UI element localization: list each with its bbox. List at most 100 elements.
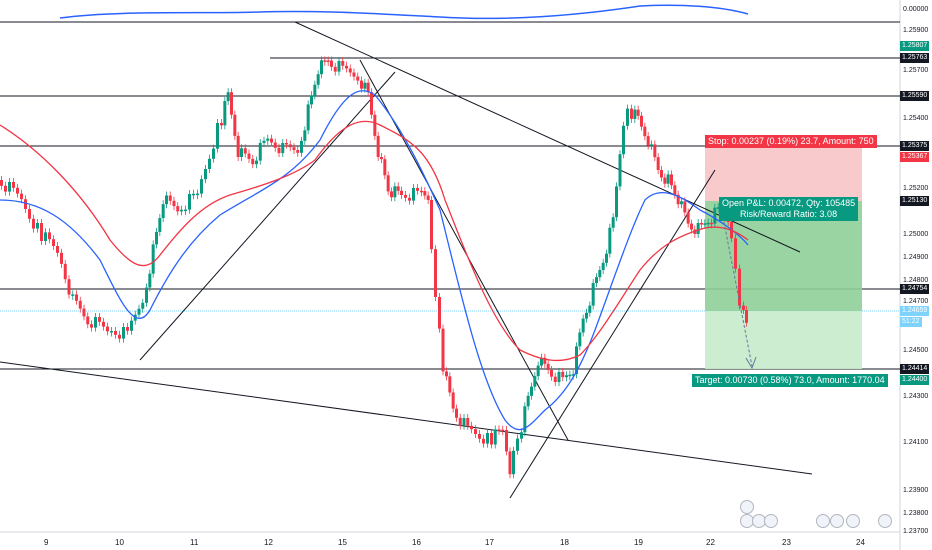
- candle-body: [615, 186, 618, 218]
- candle-body: [565, 375, 568, 378]
- candle-body: [363, 82, 367, 89]
- candle-body: [341, 61, 345, 66]
- candle-body: [20, 193, 23, 200]
- price-tag[interactable]: 1.24754: [900, 284, 930, 294]
- candle-body: [273, 142, 277, 148]
- stop-zone[interactable]: [705, 146, 862, 201]
- price-tag[interactable]: 1.24414: [900, 364, 930, 374]
- candle-body: [292, 147, 296, 150]
- candle-body: [448, 376, 452, 393]
- candle-body: [680, 201, 683, 205]
- price-axis-label: 1.24800: [903, 277, 929, 284]
- candle-body: [640, 115, 643, 127]
- current-price-tag[interactable]: 1.24659: [900, 306, 930, 316]
- candle-body: [466, 418, 470, 426]
- candle-body: [0, 180, 3, 186]
- target-zone[interactable]: [705, 311, 862, 369]
- candle-body: [598, 270, 602, 278]
- candle-body: [575, 346, 578, 375]
- candle-body: [636, 109, 640, 116]
- price-tag[interactable]: 1.25375: [900, 141, 930, 151]
- candle-body: [540, 357, 543, 366]
- candle-body: [78, 300, 82, 309]
- projection-arrow[interactable]: [721, 211, 753, 367]
- event-flag-icon[interactable]: [740, 500, 754, 514]
- time-axis-label: 19: [634, 538, 643, 547]
- price-axis-label: 1.25000: [903, 231, 929, 238]
- candle-body: [36, 223, 39, 229]
- price-tag[interactable]: 1.25763: [900, 53, 930, 63]
- candle-body: [196, 193, 199, 196]
- candle-body: [578, 332, 582, 347]
- event-flag-icon[interactable]: [878, 514, 892, 528]
- candle-body: [585, 312, 588, 319]
- candle-body: [200, 179, 203, 194]
- candle-body: [618, 154, 622, 187]
- candle-body: [8, 182, 11, 192]
- candle-body: [345, 65, 348, 69]
- candle-body: [622, 125, 625, 155]
- candle-body: [277, 147, 281, 154]
- candle-body: [673, 185, 677, 195]
- price-tag[interactable]: 1.25367: [900, 152, 930, 162]
- candle-body: [330, 60, 333, 67]
- candle-body: [360, 80, 363, 89]
- stop-label[interactable]: Stop: 0.00237 (0.19%) 23.7, Amount: 750: [705, 135, 877, 148]
- trend-line-support-2[interactable]: [509, 169, 716, 499]
- pnl-label[interactable]: Open P&L: 0.00472, Qty: 105485 Risk/Rewa…: [719, 197, 859, 221]
- event-flag-icon[interactable]: [830, 514, 844, 528]
- candle-body: [281, 143, 285, 154]
- price-tag[interactable]: 1.25807: [900, 41, 930, 51]
- trend-line-lower[interactable]: [0, 361, 813, 475]
- candle-body: [581, 318, 585, 333]
- candle-body: [683, 201, 687, 213]
- candle-body: [505, 430, 508, 452]
- candle-body: [208, 158, 211, 169]
- event-flag-icon[interactable]: [764, 514, 778, 528]
- candle-body: [337, 61, 341, 72]
- candle-body: [716, 207, 720, 209]
- candle-body: [383, 159, 387, 176]
- candle-body: [323, 60, 327, 62]
- price-axis-label: 1.23800: [903, 510, 929, 517]
- candle-body: [285, 143, 288, 145]
- candle-body: [486, 433, 489, 444]
- price-tag[interactable]: 1.25130: [900, 196, 930, 206]
- candle-body: [420, 190, 423, 193]
- candle-body: [258, 143, 262, 161]
- countdown-tag: 51:22: [900, 317, 922, 327]
- candle-body: [356, 76, 360, 81]
- candle-body: [32, 218, 35, 229]
- price-axis-label: 1.24500: [903, 347, 929, 354]
- candle-body: [380, 157, 383, 160]
- price-tag[interactable]: 1.25590: [900, 91, 930, 101]
- price-tag[interactable]: 1.24400: [900, 375, 930, 385]
- candle-body: [352, 72, 356, 77]
- candle-body: [192, 193, 195, 196]
- event-flag-icon[interactable]: [846, 514, 860, 528]
- candle-body: [630, 108, 633, 119]
- candle-body: [145, 287, 148, 303]
- candle-body: [172, 200, 176, 207]
- candle-body: [451, 392, 455, 409]
- time-axis-label: 18: [560, 538, 569, 547]
- target-label[interactable]: Target: 0.00730 (0.58%) 73.0, Amount: 17…: [692, 374, 888, 387]
- candle-body: [696, 223, 700, 234]
- time-axis-label: 16: [412, 538, 421, 547]
- candle-body: [710, 222, 713, 225]
- trend-line-support-1[interactable]: [139, 71, 396, 361]
- event-flag-icon[interactable]: [816, 514, 830, 528]
- candle-body: [557, 371, 561, 382]
- time-axis-label: 23: [782, 538, 791, 547]
- candle-body: [333, 66, 337, 72]
- candle-body: [240, 148, 243, 157]
- candle-body: [426, 195, 430, 200]
- oscillator-value: 0.00000: [903, 6, 929, 13]
- candle-body: [526, 395, 530, 407]
- moving-average-fast: [0, 90, 749, 431]
- candle-body: [262, 140, 266, 143]
- candle-body: [546, 363, 550, 370]
- candle-body: [543, 357, 547, 364]
